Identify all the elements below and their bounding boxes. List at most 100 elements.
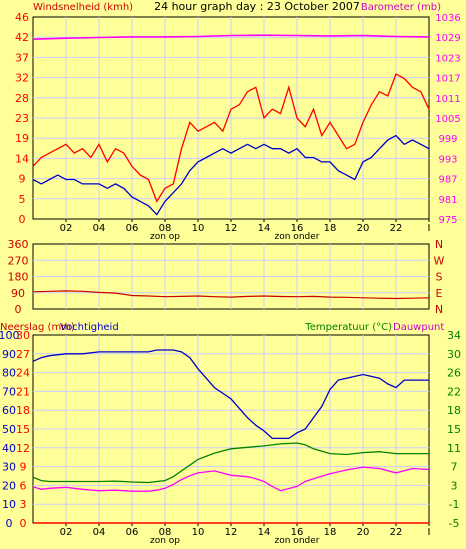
panel1-x-tick-label: 12 [225,223,238,234]
panel3-x-tick-label: 18 [324,527,337,538]
wind-tick-label: 46 [15,11,29,24]
panel3-x-tick-label: 12 [225,527,238,538]
compass-label: N [435,303,443,316]
rain-tick-label: 9 [20,461,27,474]
temperature-tick-label: 26 [447,367,461,380]
barometer-tick-label: 987 [438,175,457,186]
compass-label: S [436,271,443,284]
compass-label: N [435,238,443,251]
temperature-tick-label: -1 [449,498,460,511]
wind-tick-label: 14 [15,152,29,165]
rain-tick-label: 0 [20,517,27,530]
humidity-tick-label: 30 [2,461,16,474]
compass-label: E [436,287,443,300]
panel3-x-tick-label: 16 [291,527,304,538]
temperature-tick-label: 15 [447,423,461,436]
panel1-x-sub-label: zon onder [275,232,320,242]
panel1-x-tick-label: 16 [291,223,304,234]
panel1-x-tick-label: 20 [357,223,370,234]
direction-tick-label: 0 [15,303,22,316]
humidity-axis-label: Vochtigheid [60,322,119,333]
direction-tick-label: 270 [8,254,29,267]
humidity-tick-label: 40 [2,442,16,455]
panel3-x-tick-label: 02 [60,527,73,538]
rain-tick-label: 27 [16,348,30,361]
barometer-tick-label: 975 [438,215,457,226]
panel3-x-tick-label: 10 [192,527,205,538]
rain-tick-label: 21 [16,385,30,398]
wind-tick-label: 42 [15,31,29,44]
rain-tick-label: 15 [16,423,30,436]
panel3-x-tick-label: 04 [93,527,106,538]
wind-tick-label: 23 [15,112,29,125]
panel1-x-sub-label: zon op [150,232,180,242]
wind-direction-line [32,290,430,300]
temperature-tick-label: -5 [449,517,460,530]
barometer-tick-label: 981 [438,195,457,206]
temperature-tick-label: 18 [447,404,461,417]
direction-tick-label: 180 [8,271,29,284]
wind-tick-label: 5 [19,193,26,206]
wind-average-line [32,134,430,216]
barometer-tick-label: 1017 [435,74,460,85]
panel1-x-tick-label: 04 [93,223,106,234]
humidity-tick-label: 50 [2,423,16,436]
wind-axis-label: Windsnelheid (kmh) [33,2,133,13]
panel1-x-tick-label: 08 [159,223,172,234]
barometer-axis-label: Barometer (mb) [361,2,441,13]
wind-tick-label: 9 [19,173,26,186]
wind-tick-label: 28 [15,92,29,105]
humidity-tick-label: 80 [2,367,16,380]
panel3-x-tick-label: 06 [126,527,139,538]
temperature-tick-label: 22 [447,385,461,398]
wind-tick-label: 32 [15,72,29,85]
direction-tick-label: 360 [8,238,29,251]
rain-tick-label: 18 [16,404,30,417]
barometer-tick-label: 993 [438,154,457,165]
panel3-x-tick-label: 20 [357,527,370,538]
rain-tick-label: 12 [16,442,30,455]
panel3-x-tick-label: 08 [159,527,172,538]
humidity-tick-label: 100 [0,329,20,342]
wind-tick-label: 0 [19,213,26,226]
temperature-tick-label: 34 [447,329,461,342]
panel3-x-tick-label: I [428,527,431,538]
humidity-line [32,349,429,440]
barometer-line [32,34,430,40]
barometer-tick-label: 1029 [435,33,460,44]
rain-humidity-temperature-panel: 0102030405060708090100036912151821242730… [0,329,461,546]
chart-title: 24 hour graph day : 23 October 2007 [154,0,360,13]
humidity-tick-label: 70 [2,385,16,398]
panel3-x-sub-label: zon onder [275,536,320,545]
rain-tick-label: 30 [16,329,30,342]
direction-tick-label: 90 [11,287,25,300]
barometer-tick-label: 999 [438,134,457,145]
wind-tick-label: 37 [15,51,29,64]
panel3-x-sub-label: zon op [150,536,180,545]
barometer-tick-label: 1005 [435,114,460,125]
humidity-tick-label: 60 [2,404,16,417]
dewpoint-axis-label: Dauwpunt [393,322,444,333]
panel1-x-tick-label: 02 [60,223,73,234]
compass-label: W [434,254,445,267]
wind-tick-label: 19 [15,132,29,145]
dewpoint-line [32,466,430,492]
wind-speed-line [32,73,430,203]
barometer-tick-label: 1011 [435,94,460,105]
wind-barometer-panel: 0 5 9 14 19 23 28 32 37 42 46 975 981 987 993 999 1005 10… [15,11,461,242]
rain-tick-label: 24 [16,367,30,380]
rain-tick-label: 3 [20,498,27,511]
temperature-tick-label: 11 [447,442,461,455]
temperature-line [32,442,429,484]
panel1-x-tick-label: 06 [126,223,139,234]
temperature-axis-label: Temperatuur (°C) [304,322,392,333]
humidity-tick-label: 90 [2,348,16,361]
rain-tick-label: 6 [20,479,27,492]
panel1-x-tick-label: 18 [324,223,337,234]
temperature-tick-label: 7 [451,461,458,474]
temperature-tick-label: 3 [451,479,458,492]
